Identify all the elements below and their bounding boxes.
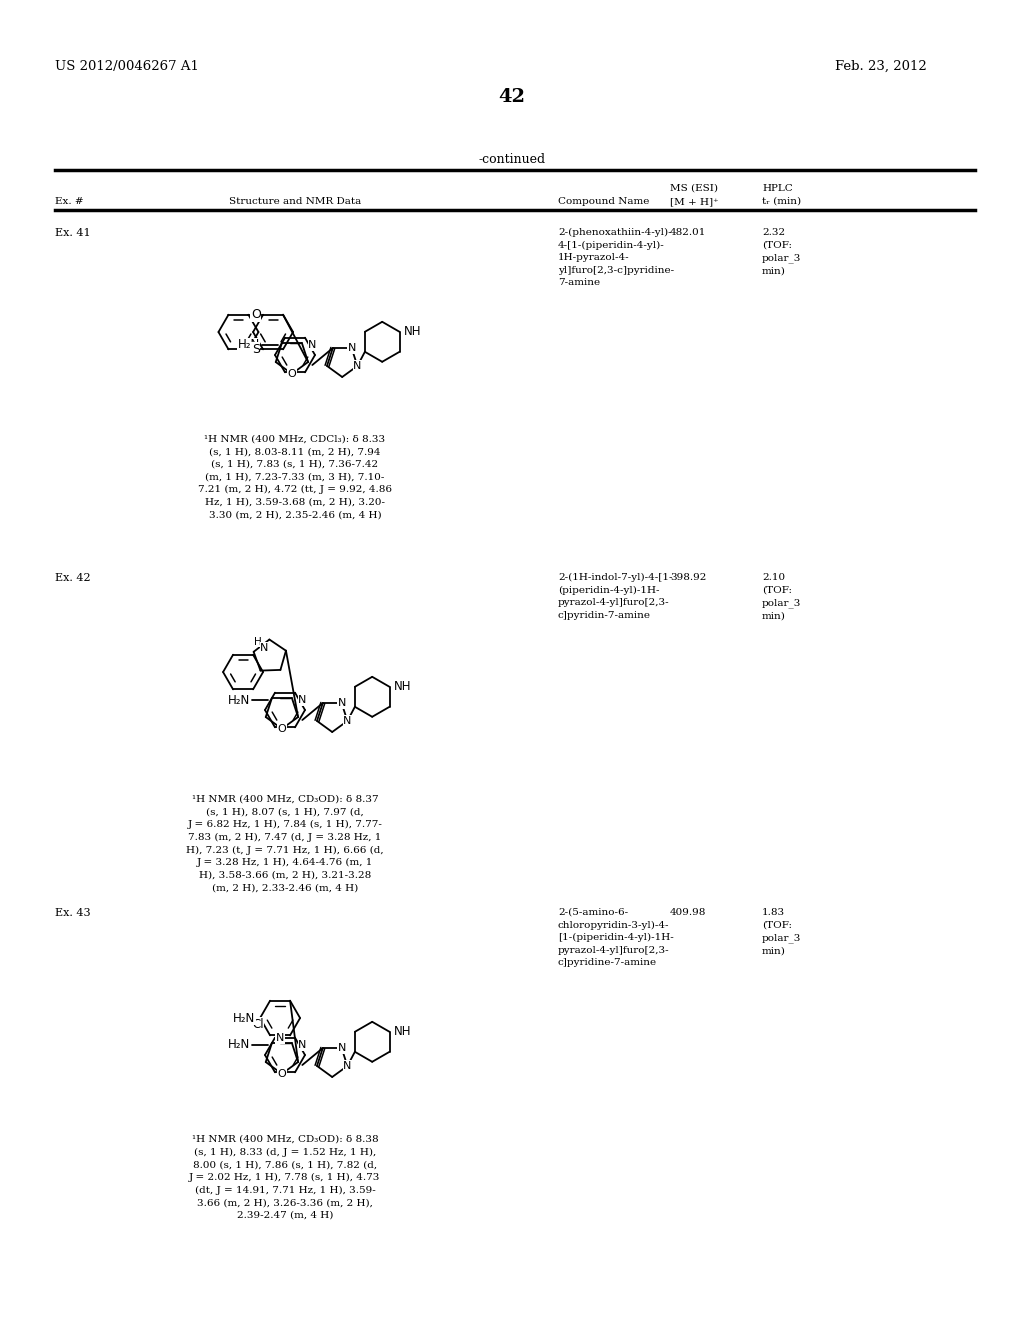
Text: NH: NH	[393, 1026, 411, 1039]
Text: [M + H]⁺: [M + H]⁺	[670, 197, 719, 206]
Text: O: O	[251, 308, 261, 321]
Text: HPLC: HPLC	[762, 183, 793, 193]
Text: N: N	[343, 715, 351, 726]
Text: N: N	[260, 643, 268, 652]
Text: Ex. 42: Ex. 42	[55, 573, 91, 583]
Text: H₂N: H₂N	[232, 1011, 255, 1024]
Text: N: N	[343, 1061, 351, 1071]
Text: Ex. 41: Ex. 41	[55, 228, 91, 238]
Text: Ex. 43: Ex. 43	[55, 908, 91, 917]
Text: tᵣ (min): tᵣ (min)	[762, 197, 801, 206]
Text: ¹H NMR (400 MHz, CD₃OD): δ 8.38
(s, 1 H), 8.33 (d, J = 1.52 Hz, 1 H),
8.00 (s, 1: ¹H NMR (400 MHz, CD₃OD): δ 8.38 (s, 1 H)…	[189, 1135, 381, 1220]
Text: 398.92: 398.92	[670, 573, 707, 582]
Text: MS (ESI): MS (ESI)	[670, 183, 718, 193]
Text: N: N	[338, 698, 346, 708]
Text: 42: 42	[499, 88, 525, 106]
Text: 2-(phenoxathiin-4-yl)-
4-[1-(piperidin-4-yl)-
1H-pyrazol-4-
yl]furo[2,3-c]pyridi: 2-(phenoxathiin-4-yl)- 4-[1-(piperidin-4…	[558, 228, 674, 288]
Text: N: N	[298, 1040, 306, 1049]
Text: 409.98: 409.98	[670, 908, 707, 917]
Text: N: N	[347, 343, 355, 352]
Text: N: N	[308, 341, 316, 350]
Text: ¹H NMR (400 MHz, CD₃OD): δ 8.37
(s, 1 H), 8.07 (s, 1 H), 7.97 (d,
J = 6.82 Hz, 1: ¹H NMR (400 MHz, CD₃OD): δ 8.37 (s, 1 H)…	[186, 795, 384, 892]
Text: Cl: Cl	[252, 1018, 263, 1031]
Text: Structure and NMR Data: Structure and NMR Data	[229, 197, 361, 206]
Text: 2-(5-amino-6-
chloropyridin-3-yl)-4-
[1-(piperidin-4-yl)-1H-
pyrazol-4-yl]furo[2: 2-(5-amino-6- chloropyridin-3-yl)-4- [1-…	[558, 908, 674, 968]
Text: 2.10
(TOF:
polar_3
min): 2.10 (TOF: polar_3 min)	[762, 573, 802, 620]
Text: N: N	[275, 1034, 285, 1043]
Text: 482.01: 482.01	[670, 228, 707, 238]
Text: US 2012/0046267 A1: US 2012/0046267 A1	[55, 59, 199, 73]
Text: H₂N: H₂N	[227, 1039, 250, 1052]
Text: -continued: -continued	[478, 153, 546, 166]
Text: S: S	[252, 343, 260, 356]
Text: H₂N: H₂N	[227, 693, 250, 706]
Text: H: H	[254, 636, 261, 647]
Text: 2.32
(TOF:
polar_3
min): 2.32 (TOF: polar_3 min)	[762, 228, 802, 275]
Text: Feb. 23, 2012: Feb. 23, 2012	[835, 59, 927, 73]
Text: 2-(1H-indol-7-yl)-4-[1-
(piperidin-4-yl)-1H-
pyrazol-4-yl]furo[2,3-
c]pyridin-7-: 2-(1H-indol-7-yl)-4-[1- (piperidin-4-yl)…	[558, 573, 673, 620]
Text: 1.83
(TOF:
polar_3
min): 1.83 (TOF: polar_3 min)	[762, 908, 802, 956]
Text: Compound Name: Compound Name	[558, 197, 649, 206]
Text: NH: NH	[403, 325, 421, 338]
Text: O: O	[278, 1069, 287, 1078]
Text: N: N	[298, 696, 306, 705]
Text: NH: NH	[393, 680, 411, 693]
Text: N: N	[338, 1043, 346, 1053]
Text: N: N	[353, 360, 361, 371]
Text: Ex. #: Ex. #	[55, 197, 84, 206]
Text: O: O	[278, 723, 287, 734]
Text: ¹H NMR (400 MHz, CDCl₃): δ 8.33
(s, 1 H), 8.03-8.11 (m, 2 H), 7.94
(s, 1 H), 7.8: ¹H NMR (400 MHz, CDCl₃): δ 8.33 (s, 1 H)…	[198, 436, 392, 519]
Text: H₂N: H₂N	[238, 338, 260, 351]
Text: O: O	[288, 368, 296, 379]
